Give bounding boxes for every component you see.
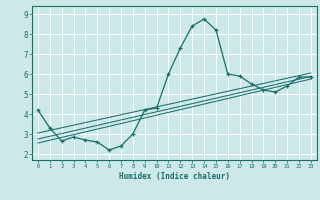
X-axis label: Humidex (Indice chaleur): Humidex (Indice chaleur) bbox=[119, 172, 230, 181]
